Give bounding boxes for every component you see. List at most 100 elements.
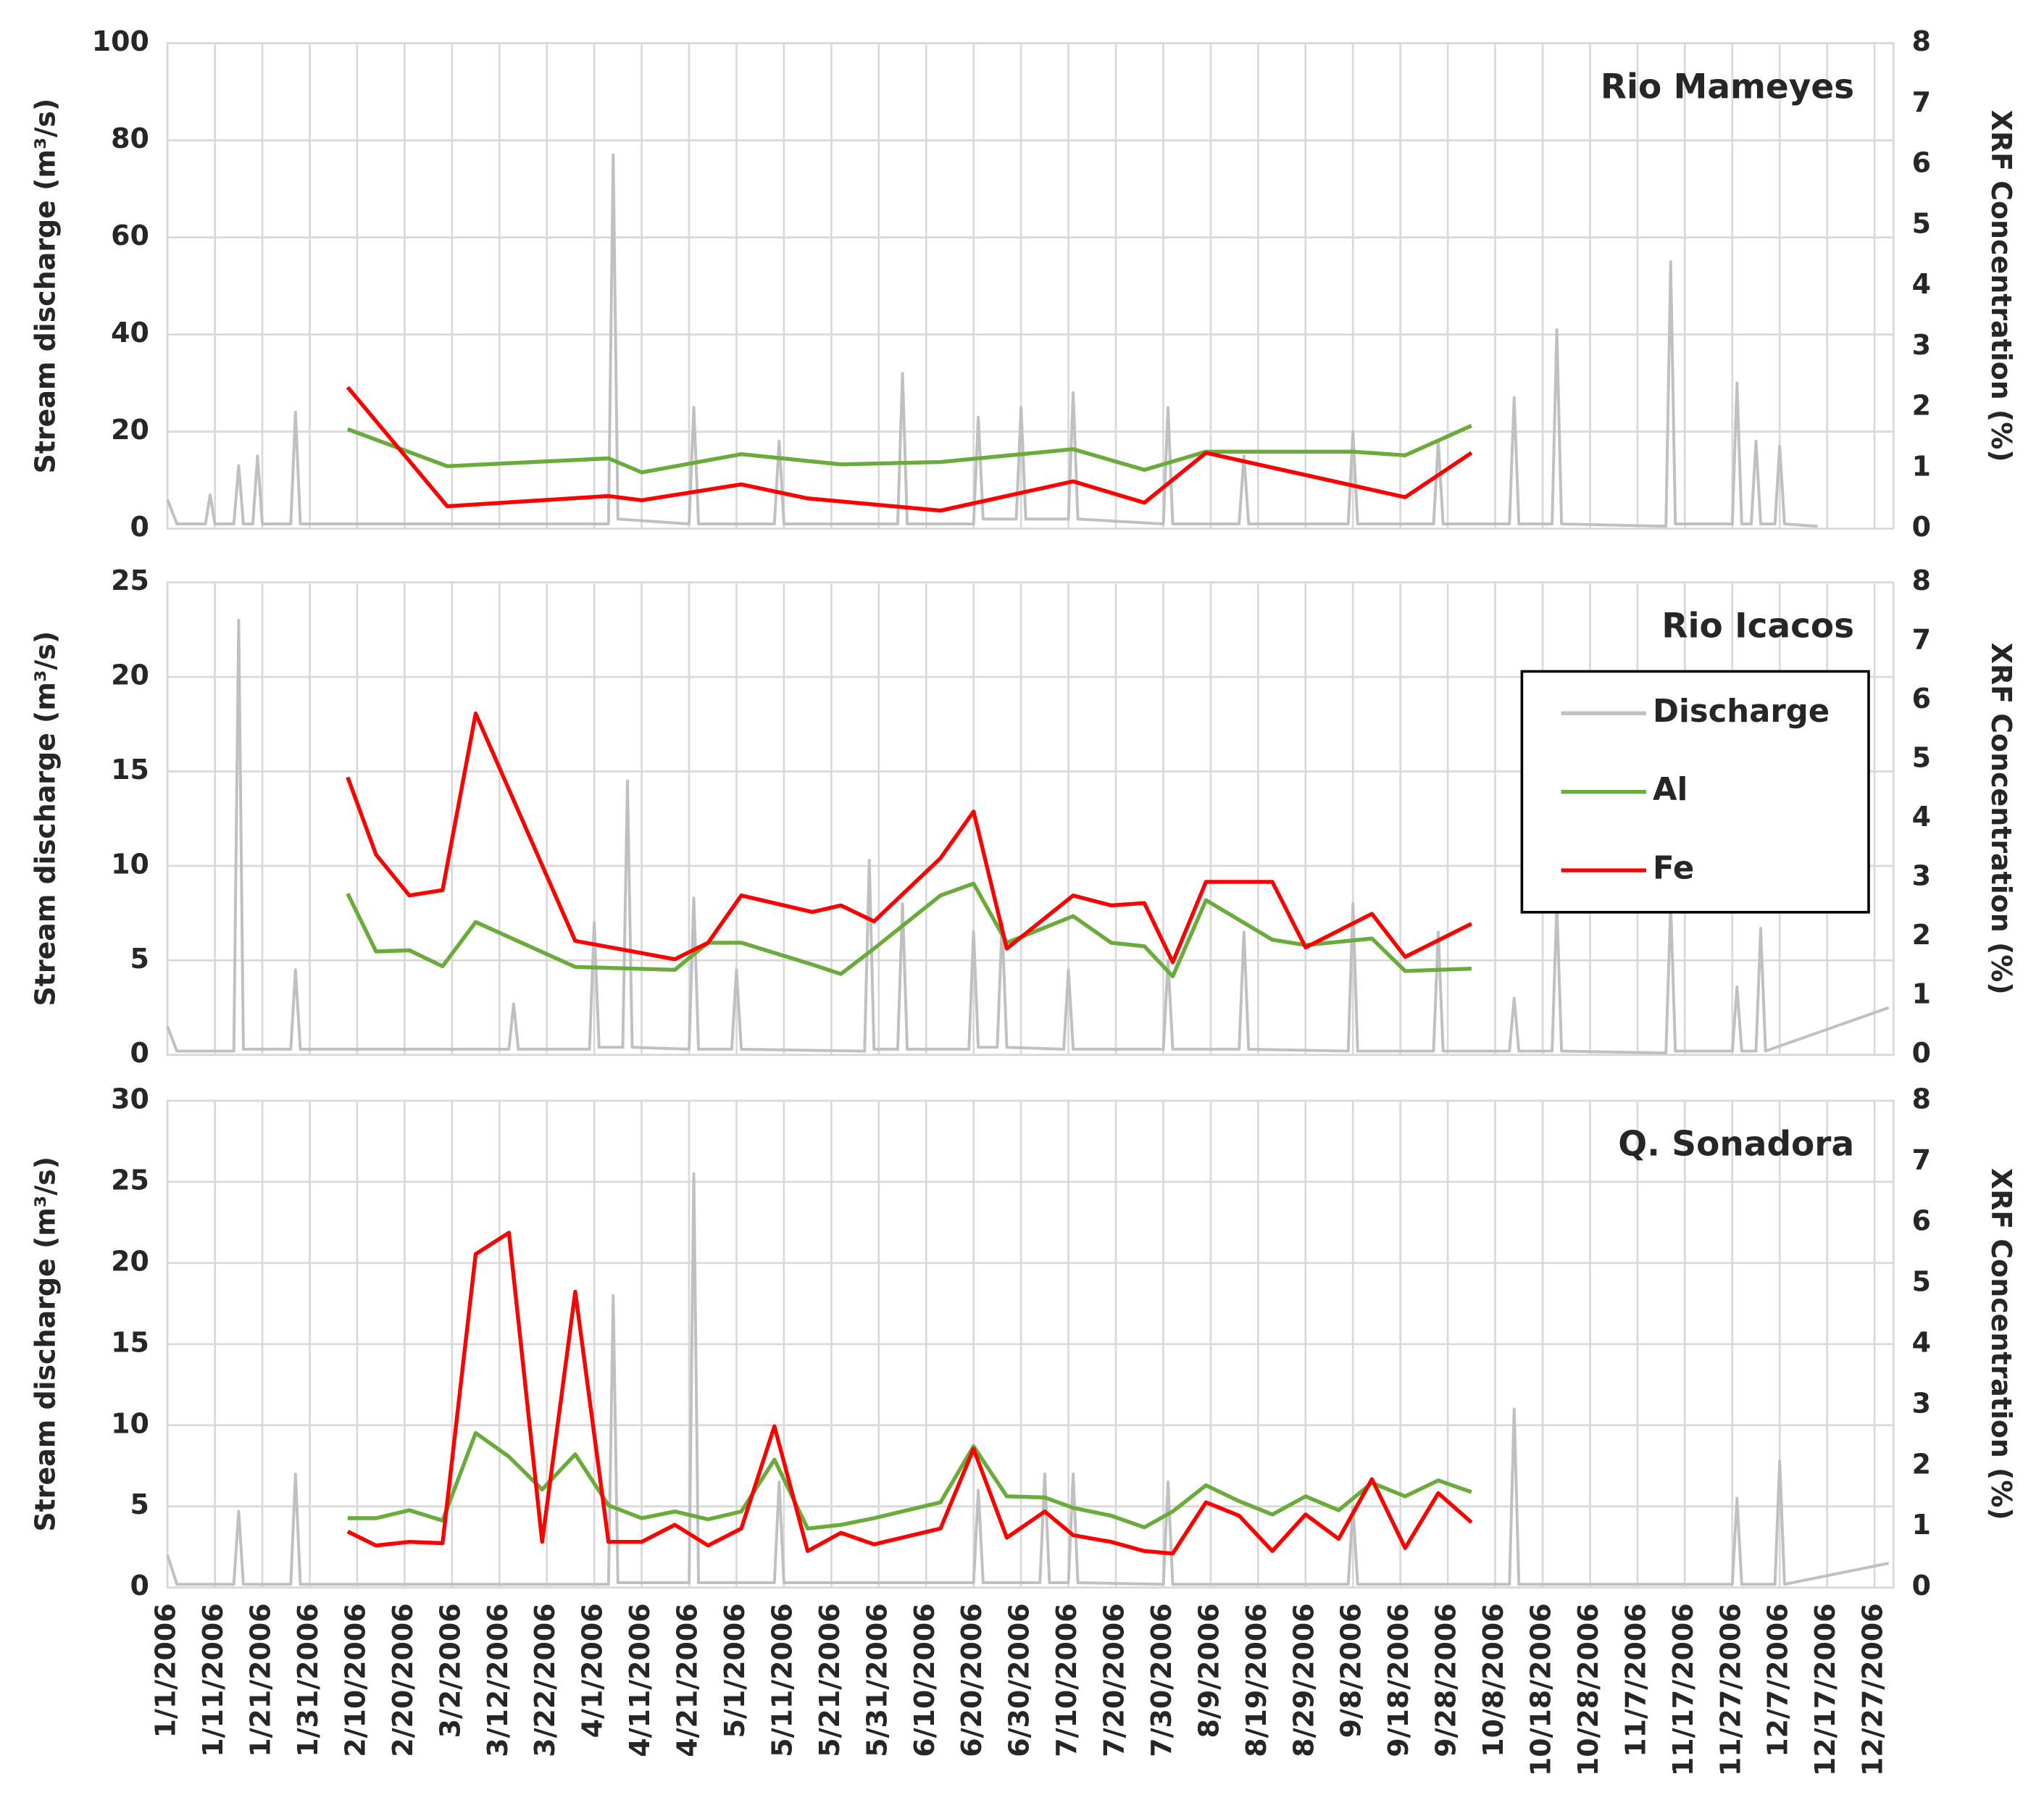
- y-tick-label: 15: [111, 754, 149, 786]
- discharge-line: [166, 1172, 1890, 1586]
- y2-tick-label: 5: [1912, 207, 1931, 239]
- legend-label: Fe: [1653, 851, 1694, 887]
- x-tick-label: 10/28/2006: [1572, 1603, 1604, 1776]
- panel-title: Rio Mameyes: [1601, 67, 1854, 107]
- y2-tick-label: 7: [1912, 1144, 1931, 1175]
- y-axis-label: Stream discharge (m³/s): [30, 631, 62, 1007]
- legend-label: Al: [1653, 772, 1688, 808]
- y-tick-label: 80: [111, 122, 149, 154]
- x-tick-label: 6/30/2006: [1004, 1603, 1035, 1757]
- panel-title: Rio Icacos: [1661, 606, 1854, 646]
- x-tick-label: 7/10/2006: [1051, 1603, 1083, 1757]
- x-tick-label: 7/30/2006: [1146, 1603, 1177, 1757]
- panel-title: Q. Sonadora: [1618, 1125, 1854, 1165]
- y-tick-label: 5: [130, 943, 149, 975]
- y2-tick-label: 6: [1912, 683, 1931, 715]
- plot-frame: [166, 42, 1895, 530]
- y-tick-label: 5: [130, 1488, 149, 1520]
- y2-tick-label: 0: [1912, 1570, 1931, 1602]
- y2-tick-label: 5: [1912, 1265, 1931, 1297]
- x-tick-label: 8/19/2006: [1240, 1603, 1272, 1757]
- concentration-line: [346, 711, 1473, 965]
- x-tick-label: 12/27/2006: [1857, 1603, 1889, 1776]
- y2-tick-label: 8: [1912, 25, 1931, 57]
- concentration-line: [346, 881, 1472, 979]
- y2-tick-label: 7: [1912, 624, 1931, 656]
- y2-tick-label: 3: [1912, 329, 1931, 361]
- concentration-line: [347, 1430, 1472, 1530]
- x-tick-label: 4/1/2006: [577, 1603, 609, 1738]
- y-tick-label: 10: [111, 848, 149, 880]
- plot-frame: [166, 1099, 1895, 1589]
- y-axis-label: Stream discharge (m³/s): [30, 1157, 62, 1532]
- x-tick-label: 4/11/2006: [624, 1603, 656, 1757]
- y2-tick-label: 5: [1912, 742, 1931, 774]
- y-tick-label: 20: [111, 414, 149, 446]
- x-tick-label: 9/8/2006: [1335, 1603, 1367, 1738]
- x-tick-label: 12/7/2006: [1762, 1603, 1794, 1757]
- y2-tick-label: 1: [1912, 450, 1931, 482]
- y2-tick-label: 3: [1912, 1387, 1931, 1419]
- x-tick-label: 1/11/2006: [197, 1603, 229, 1757]
- x-tick-label: 3/12/2006: [482, 1603, 514, 1757]
- x-tick-label: 1/21/2006: [245, 1603, 277, 1757]
- y-axis-label: Stream discharge (m³/s): [30, 99, 62, 474]
- y2-tick-label: 6: [1912, 147, 1931, 179]
- y-tick-label: 0: [130, 511, 149, 543]
- y2-tick-label: 8: [1912, 1083, 1931, 1115]
- y2-tick-label: 4: [1912, 801, 1931, 833]
- x-tick-label: 9/28/2006: [1430, 1603, 1462, 1757]
- x-tick-label: 2/10/2006: [339, 1603, 371, 1757]
- y2-axis-label: XRF Concentration (%): [1985, 1168, 2017, 1520]
- y2-tick-label: 0: [1912, 511, 1931, 543]
- x-tick-label: 3/22/2006: [529, 1603, 561, 1757]
- x-tick-label: 5/31/2006: [861, 1603, 893, 1757]
- y-tick-label: 0: [130, 1570, 149, 1602]
- y2-tick-label: 4: [1912, 268, 1931, 300]
- x-tick-label: 5/1/2006: [719, 1603, 751, 1738]
- x-tick-label: 10/18/2006: [1525, 1603, 1557, 1776]
- y2-tick-label: 1: [1912, 1509, 1931, 1541]
- x-tick-label: 10/8/2006: [1477, 1603, 1509, 1757]
- x-tick-label: 3/2/2006: [434, 1603, 466, 1738]
- discharge-line: [166, 153, 1818, 528]
- x-tick-label: 11/17/2006: [1667, 1603, 1699, 1776]
- x-tick-label: 8/9/2006: [1193, 1603, 1225, 1738]
- x-tick-label: 2/20/2006: [387, 1603, 419, 1757]
- y2-tick-label: 6: [1912, 1204, 1931, 1236]
- y-tick-label: 30: [111, 1083, 149, 1115]
- x-tick-label: 6/10/2006: [909, 1603, 940, 1757]
- y2-axis-label: XRF Concentration (%): [1985, 110, 2017, 462]
- x-tick-label: 6/20/2006: [956, 1603, 988, 1757]
- concentration-line: [346, 423, 1472, 475]
- y-tick-label: 10: [111, 1407, 149, 1439]
- y-tick-label: 20: [111, 659, 149, 691]
- y-tick-label: 25: [111, 565, 149, 596]
- legend-label: Discharge: [1653, 694, 1830, 730]
- y2-tick-label: 8: [1912, 565, 1931, 596]
- x-tick-label: 8/29/2006: [1288, 1603, 1319, 1757]
- y2-tick-label: 2: [1912, 919, 1931, 951]
- y2-tick-label: 7: [1912, 86, 1931, 118]
- y2-tick-label: 1: [1912, 978, 1931, 1010]
- x-tick-label: 1/1/2006: [150, 1603, 182, 1738]
- y-tick-label: 0: [130, 1037, 149, 1069]
- y2-tick-label: 3: [1912, 860, 1931, 892]
- y-tick-label: 40: [111, 317, 149, 349]
- x-tick-label: 5/21/2006: [814, 1603, 846, 1757]
- x-tick-label: 12/17/2006: [1809, 1603, 1841, 1776]
- y-tick-label: 20: [111, 1245, 149, 1277]
- plot-frame: [166, 581, 1895, 1057]
- y-tick-label: 25: [111, 1164, 149, 1196]
- x-tick-label: 1/31/2006: [292, 1603, 324, 1757]
- concentration-line: [346, 386, 1473, 513]
- y2-tick-label: 2: [1912, 1448, 1931, 1480]
- x-tick-label: 11/7/2006: [1619, 1603, 1651, 1757]
- y2-tick-label: 4: [1912, 1326, 1931, 1358]
- y2-tick-label: 0: [1912, 1037, 1931, 1069]
- y-tick-label: 100: [92, 25, 149, 57]
- y-tick-label: 60: [111, 220, 149, 251]
- x-tick-label: 7/20/2006: [1098, 1603, 1130, 1757]
- y2-tick-label: 2: [1912, 390, 1931, 422]
